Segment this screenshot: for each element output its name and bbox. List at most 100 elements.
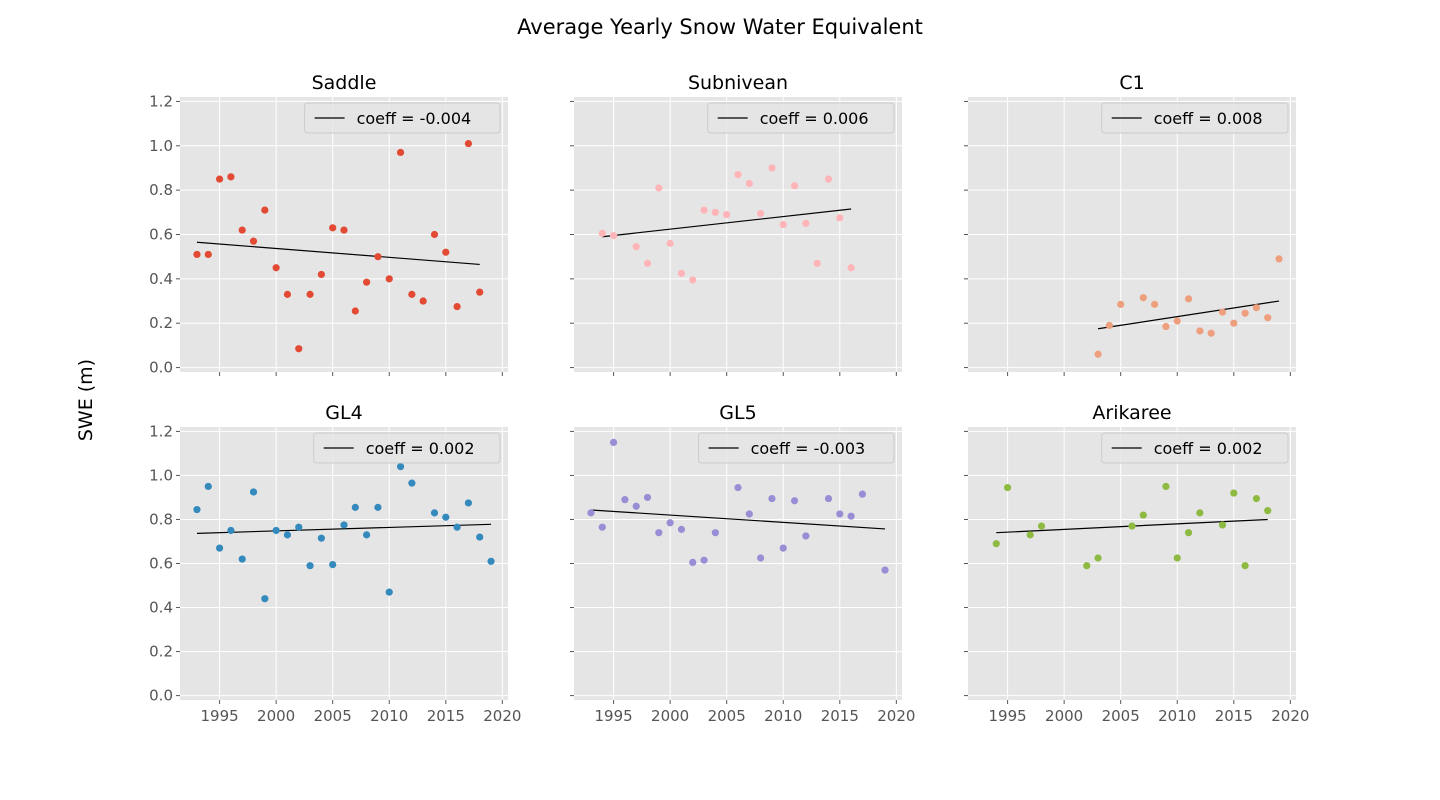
- data-point: [249, 488, 258, 496]
- data-point: [1139, 294, 1147, 302]
- x-tick-label: 2020: [877, 707, 915, 725]
- data-point: [621, 496, 629, 504]
- data-point: [227, 526, 235, 535]
- data-point: [836, 510, 844, 518]
- data-point: [587, 509, 595, 517]
- data-point: [329, 561, 337, 569]
- subplot-c1: C1 coeff = 0.008: [964, 72, 1296, 376]
- data-point: [757, 554, 765, 562]
- data-point: [363, 531, 371, 539]
- legend-label: coeff = 0.002: [366, 439, 475, 458]
- data-point: [1117, 300, 1125, 308]
- data-point: [1196, 509, 1204, 517]
- legend-box: [698, 432, 895, 464]
- data-point: [329, 224, 337, 232]
- data-point: [643, 259, 652, 267]
- subplot-title: GL4: [325, 402, 362, 424]
- data-point: [824, 494, 833, 503]
- data-point: [598, 229, 606, 237]
- trend-line: [590, 509, 886, 530]
- data-point: [442, 248, 450, 256]
- subplot-title: C1: [1119, 72, 1144, 94]
- x-tick-label: 2005: [1102, 707, 1140, 725]
- data-point: [1218, 308, 1227, 316]
- data-point: [677, 269, 686, 277]
- x-tick-label: 2010: [1158, 707, 1196, 725]
- data-point: [1094, 554, 1102, 562]
- data-point: [351, 503, 359, 511]
- legend-box: [1101, 432, 1289, 464]
- data-point: [306, 290, 314, 298]
- data-point: [790, 497, 799, 505]
- data-point: [847, 264, 855, 272]
- data-point: [858, 490, 867, 498]
- x-tick-label: 1995: [988, 707, 1026, 725]
- trend-line: [196, 523, 492, 534]
- data-point: [1196, 327, 1204, 335]
- y-tick-label: 0.6: [149, 555, 173, 573]
- data-point: [1151, 300, 1159, 308]
- data-point: [374, 253, 382, 261]
- subplot-title: Saddle: [312, 72, 377, 94]
- x-tick-label: 2020: [1271, 707, 1309, 725]
- data-point: [476, 533, 484, 541]
- legend: coeff = -0.003: [698, 432, 895, 464]
- data-point: [1139, 511, 1147, 519]
- data-point: [215, 544, 224, 552]
- data-point: [1275, 255, 1283, 263]
- data-point: [363, 278, 371, 286]
- data-point: [666, 239, 674, 247]
- y-tick-label: 0.8: [149, 181, 173, 199]
- data-point: [655, 184, 663, 192]
- legend: coeff = -0.004: [304, 102, 501, 134]
- x-tick-label: 2000: [257, 707, 295, 725]
- data-point: [643, 493, 652, 502]
- figure-title: Average Yearly Snow Water Equivalent: [517, 15, 923, 39]
- legend-label: coeff = 0.002: [1154, 439, 1263, 458]
- x-tick-label: 2010: [370, 707, 408, 725]
- data-point: [1184, 295, 1193, 303]
- data-point: [453, 302, 461, 311]
- data-point: [1184, 529, 1193, 537]
- data-point: [655, 529, 663, 537]
- data-point: [1037, 522, 1046, 530]
- y-tick-label: 0.4: [149, 599, 173, 617]
- legend-label: coeff = 0.008: [1154, 109, 1263, 128]
- data-point: [700, 556, 708, 564]
- subplots: 0.0 0.2 0.4 0.6 0.8 1.0 1.2 Saddle coeff = -0.00…: [149, 72, 1309, 725]
- legend: coeff = 0.002: [1101, 432, 1289, 464]
- figure-ylabel: SWE (m): [75, 359, 97, 441]
- data-point: [1252, 304, 1261, 312]
- data-point: [847, 512, 855, 520]
- data-point: [295, 345, 303, 353]
- data-point: [790, 182, 799, 190]
- data-point: [745, 179, 753, 188]
- x-tick-label: 2015: [821, 707, 859, 725]
- data-point: [1173, 554, 1181, 562]
- data-point: [768, 494, 776, 503]
- y-tick-label: 0.2: [149, 643, 173, 661]
- data-point: [283, 531, 292, 539]
- data-point: [261, 206, 269, 214]
- data-point: [476, 288, 484, 296]
- data-point: [408, 479, 416, 487]
- data-point: [1230, 489, 1238, 497]
- data-point: [249, 237, 258, 245]
- data-point: [813, 259, 821, 267]
- data-point: [666, 519, 674, 527]
- data-point: [340, 226, 348, 234]
- legend-box: [304, 102, 501, 134]
- data-point: [711, 208, 719, 216]
- data-point: [385, 588, 393, 596]
- data-point: [992, 540, 1000, 548]
- data-point: [1162, 482, 1170, 491]
- legend: coeff = 0.002: [313, 432, 501, 464]
- data-point: [881, 566, 889, 574]
- data-point: [609, 438, 618, 447]
- subplot-subnivean: Subnivean coeff = 0.006: [570, 72, 902, 376]
- y-tick-label: 1.2: [149, 422, 173, 440]
- subplot-title: Arikaree: [1092, 402, 1171, 424]
- data-point: [689, 276, 697, 284]
- data-point: [1003, 483, 1012, 492]
